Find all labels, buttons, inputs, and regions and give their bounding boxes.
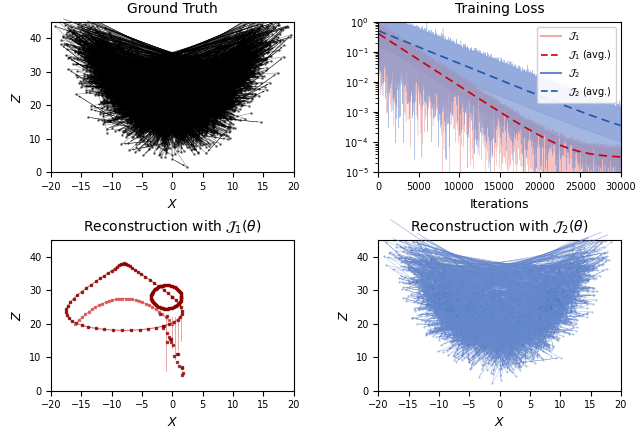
Title: Training Loss: Training Loss	[455, 2, 545, 16]
X-axis label: Iterations: Iterations	[470, 197, 529, 210]
Y-axis label: $Z$: $Z$	[10, 310, 24, 321]
Title: Ground Truth: Ground Truth	[127, 2, 218, 16]
Y-axis label: $Z$: $Z$	[338, 310, 351, 321]
Title: Reconstruction with $\mathcal{J}_2(\theta)$: Reconstruction with $\mathcal{J}_2(\thet…	[410, 219, 589, 236]
X-axis label: $X$: $X$	[167, 197, 178, 210]
Legend: $\mathcal{J}_1$, $\mathcal{J}_1$ (avg.), $\mathcal{J}_2$, $\mathcal{J}_2$ (avg.): $\mathcal{J}_1$, $\mathcal{J}_1$ (avg.),…	[537, 26, 616, 102]
X-axis label: $X$: $X$	[494, 416, 505, 429]
Title: Reconstruction with $\mathcal{J}_1(\theta)$: Reconstruction with $\mathcal{J}_1(\thet…	[83, 219, 262, 236]
X-axis label: $X$: $X$	[167, 416, 178, 429]
Y-axis label: $Z$: $Z$	[10, 92, 24, 102]
